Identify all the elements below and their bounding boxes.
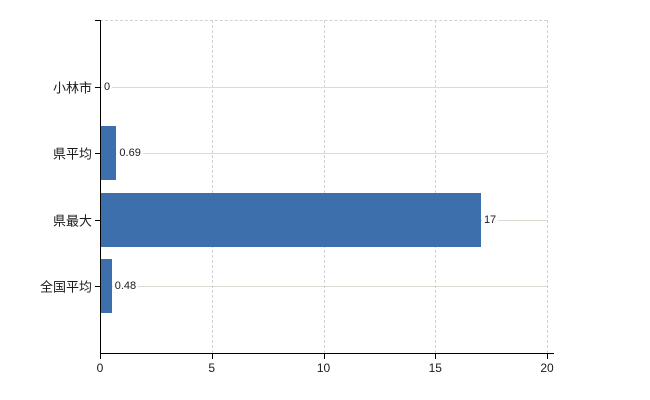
- gridline-vertical: [435, 20, 437, 353]
- x-axis-tick-label: 0: [96, 361, 104, 375]
- category-label: 小林市: [52, 80, 92, 96]
- bar-value-label: 17: [481, 212, 499, 227]
- gridline-horizontal: [100, 153, 547, 154]
- y-axis-tick: [95, 220, 100, 221]
- bar: [101, 259, 112, 313]
- y-axis-line: [100, 20, 101, 354]
- category-label: 全国平均: [39, 279, 92, 295]
- x-axis-tick: [435, 354, 436, 359]
- bar-value-label: 0.69: [117, 146, 143, 161]
- bar-value-label: 0.48: [112, 279, 139, 294]
- gridline-horizontal: [100, 286, 547, 287]
- gridline-vertical: [211, 20, 213, 353]
- y-axis-tick: [95, 153, 100, 154]
- bar-value-label: 0: [102, 79, 113, 94]
- y-axis-top-tick: [95, 20, 100, 21]
- x-axis-tick-label: 15: [428, 361, 442, 375]
- x-axis-line: [100, 353, 554, 354]
- x-axis-tick-label: 20: [540, 361, 554, 375]
- bar: [101, 126, 116, 180]
- x-axis-tick: [100, 354, 101, 359]
- x-axis-tick: [547, 354, 548, 359]
- gridline-horizontal: [100, 87, 547, 88]
- gridline-vertical: [323, 20, 325, 353]
- x-axis-tick: [212, 354, 213, 359]
- y-axis-tick: [95, 87, 100, 88]
- category-label: 県平均: [52, 146, 92, 162]
- gridline-vertical: [547, 20, 548, 353]
- bar: [101, 193, 481, 247]
- x-axis-tick-label: 5: [208, 361, 216, 375]
- category-label: 県最大: [52, 213, 92, 229]
- x-axis-tick: [324, 354, 325, 359]
- x-axis-tick-label: 10: [316, 361, 331, 375]
- y-axis-tick: [95, 286, 100, 287]
